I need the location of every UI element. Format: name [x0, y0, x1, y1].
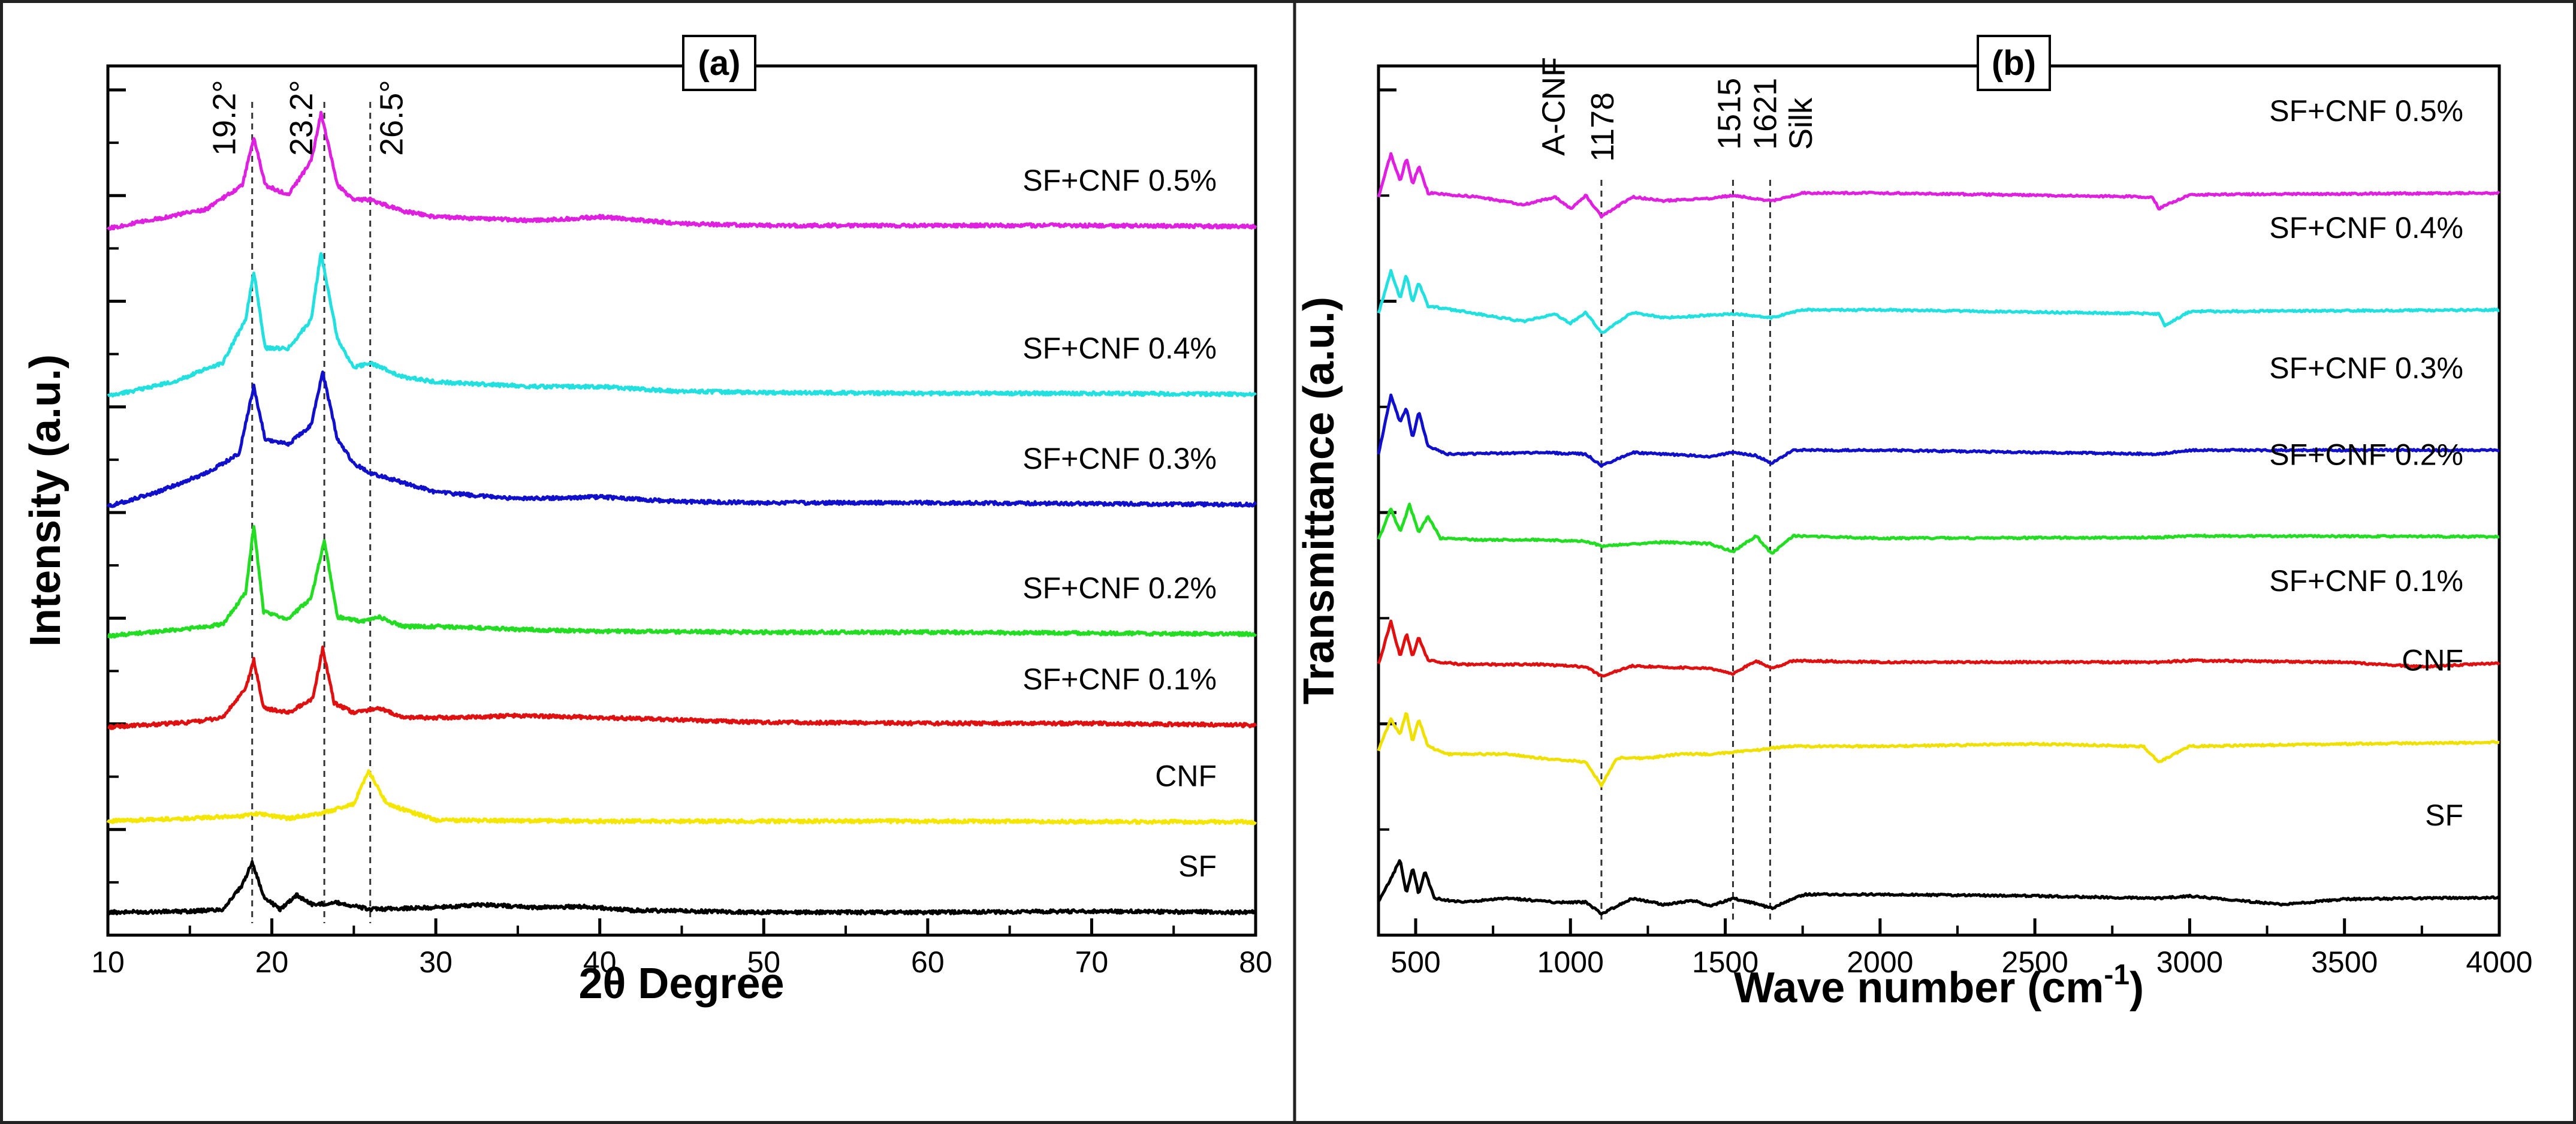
panel-b-series — [1377, 152, 2500, 916]
x-tick-label: 20 — [255, 945, 289, 979]
series-label: SF+CNF 0.4% — [2269, 211, 2463, 245]
panel-b-x-axis-title-sup: -1 — [2104, 959, 2129, 991]
series-label: SF+CNF 0.2% — [2269, 438, 2463, 471]
x-tick-label: 1500 — [1692, 945, 1758, 979]
series-line — [1377, 152, 2500, 219]
x-tick-label: 70 — [1075, 945, 1109, 979]
panel-a-tag-box: (a) — [682, 35, 756, 91]
series-line — [1377, 393, 2500, 468]
series-line — [1377, 269, 2500, 334]
series-label: SF+CNF 0.5% — [1022, 164, 1217, 197]
series-label: SF+CNF 0.2% — [1022, 571, 1217, 605]
series-label: CNF — [1155, 759, 1217, 792]
peak-annotation: 1178 — [1585, 92, 1621, 162]
x-tick-label: 3000 — [2156, 945, 2223, 979]
x-tick-label: 80 — [1239, 945, 1272, 979]
panel-b-tag-box: (b) — [1977, 35, 2051, 91]
x-tick-label: 3500 — [2311, 945, 2378, 979]
panel-a-annotations: 19.2° 23.2° 26.5° — [207, 80, 410, 156]
x-tick-label: 50 — [747, 945, 780, 979]
peak-annotation: 1621 — [1748, 78, 1784, 150]
series-line — [1377, 502, 2500, 555]
x-tick-label: 60 — [911, 945, 945, 979]
panel-a-y-ticks — [108, 88, 126, 937]
peak-annotation: 23.2° — [283, 80, 319, 156]
series-label: SF — [1178, 849, 1217, 883]
peak-annotation: 19.2° — [207, 80, 243, 156]
x-tick-label: 4000 — [2466, 945, 2532, 979]
panel-a-tag: (a) — [698, 44, 741, 83]
series-label: SF+CNF 0.1% — [1022, 662, 1217, 696]
panel-b-x-ticks: 500 1000 1500 2000 2500 3000 3500 4000 — [1390, 918, 2533, 979]
panel-a-x-ticks: 10 20 30 40 50 60 70 80 — [91, 918, 1272, 979]
panel-b-annotations: A-CNF 1178 1515 1621 Silk — [1536, 57, 1819, 162]
panel-b-series-labels: SF CNF SF+CNF 0.1% SF+CNF 0.2% SF+CNF 0.3% SF… — [2269, 94, 2463, 832]
x-tick-label: 10 — [91, 945, 125, 979]
series-label: SF+CNF 0.4% — [1022, 332, 1217, 365]
panel-b-y-axis-title: Transmittance (a.u.) — [1295, 297, 1343, 704]
panel-b-tag: (b) — [1992, 44, 2036, 83]
series-line — [1377, 619, 2500, 678]
x-tick-label: 2000 — [1847, 945, 1913, 979]
series-line — [1377, 712, 2500, 788]
panel-a-series-labels: SF CNF SF+CNF 0.1% SF+CNF 0.2% SF+CNF 0.3% SF… — [1022, 164, 1217, 883]
panel-b-x-axis-title-close: ) — [2129, 964, 2144, 1012]
x-tick-label: 30 — [419, 945, 453, 979]
series-line — [106, 110, 1257, 231]
x-tick-label: 2500 — [2002, 945, 2068, 979]
series-line — [1377, 859, 2500, 916]
panel-a-series — [106, 110, 1257, 916]
panel-b-reference-lines — [1600, 180, 1771, 923]
series-label: SF+CNF 0.3% — [1022, 442, 1217, 475]
peak-annotation: Silk — [1783, 97, 1819, 150]
series-label: SF+CNF 0.5% — [2269, 94, 2463, 128]
peak-annotation: A-CNF — [1536, 57, 1571, 156]
panel-b: (b) 500 1000 1500 2000 2500 3000 3500 4000 SF CN… — [1295, 35, 2533, 1012]
series-label: SF+CNF 0.1% — [2269, 564, 2463, 598]
panel-a-reference-lines — [251, 102, 372, 923]
series-line — [107, 525, 1257, 639]
peak-annotation: 1515 — [1712, 78, 1748, 150]
series-label: CNF — [2402, 644, 2463, 677]
x-tick-label: 1000 — [1537, 945, 1604, 979]
panel-a: (a) 10 20 30 40 50 60 70 80 SF CNF SF+CNF 0.1% SF+… — [22, 35, 1272, 1008]
panel-b-x-axis-title-main: Wave number (cm — [1734, 964, 2104, 1012]
x-tick-label: 500 — [1390, 945, 1440, 979]
x-tick-label: 40 — [583, 945, 617, 979]
series-label: SF+CNF 0.3% — [2269, 351, 2463, 385]
series-line — [106, 370, 1257, 508]
peak-annotation: 26.5° — [374, 80, 410, 156]
series-line — [107, 645, 1257, 730]
panel-a-y-axis-title: Intensity (a.u.) — [22, 354, 70, 647]
series-label: SF — [2425, 798, 2463, 832]
series-line — [106, 769, 1257, 825]
series-line — [107, 252, 1257, 398]
panel-b-x-axis-title: Wave number (cm-1) — [1734, 959, 2144, 1012]
series-line — [107, 860, 1257, 916]
panel-a-x-axis-title: 2θ Degree — [578, 960, 784, 1008]
panel-b-plot-area — [1377, 64, 2501, 937]
